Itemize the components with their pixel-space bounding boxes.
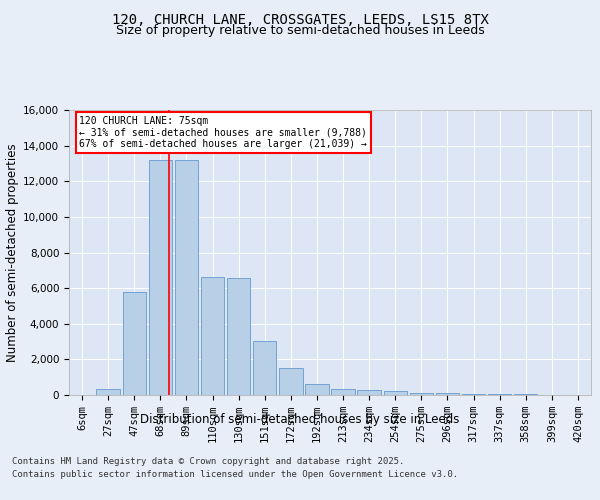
Bar bbox=[305, 384, 329, 395]
Bar bbox=[462, 394, 485, 395]
Bar bbox=[358, 390, 381, 395]
Bar bbox=[253, 340, 277, 395]
Y-axis label: Number of semi-detached properties: Number of semi-detached properties bbox=[6, 143, 19, 362]
Text: Size of property relative to semi-detached houses in Leeds: Size of property relative to semi-detach… bbox=[116, 24, 484, 37]
Bar bbox=[201, 278, 224, 395]
Bar bbox=[227, 278, 250, 395]
Bar bbox=[514, 394, 538, 395]
Text: Contains HM Land Registry data © Crown copyright and database right 2025.: Contains HM Land Registry data © Crown c… bbox=[12, 458, 404, 466]
Bar bbox=[175, 160, 198, 395]
Bar bbox=[331, 389, 355, 395]
Bar bbox=[410, 392, 433, 395]
Bar bbox=[436, 393, 459, 395]
Text: 120 CHURCH LANE: 75sqm
← 31% of semi-detached houses are smaller (9,788)
67% of : 120 CHURCH LANE: 75sqm ← 31% of semi-det… bbox=[79, 116, 367, 149]
Bar bbox=[97, 390, 120, 395]
Bar bbox=[122, 292, 146, 395]
Text: Distribution of semi-detached houses by size in Leeds: Distribution of semi-detached houses by … bbox=[140, 412, 460, 426]
Bar bbox=[149, 160, 172, 395]
Bar bbox=[383, 391, 407, 395]
Text: Contains public sector information licensed under the Open Government Licence v3: Contains public sector information licen… bbox=[12, 470, 458, 479]
Bar bbox=[488, 394, 511, 395]
Bar bbox=[279, 368, 302, 395]
Text: 120, CHURCH LANE, CROSSGATES, LEEDS, LS15 8TX: 120, CHURCH LANE, CROSSGATES, LEEDS, LS1… bbox=[112, 12, 488, 26]
